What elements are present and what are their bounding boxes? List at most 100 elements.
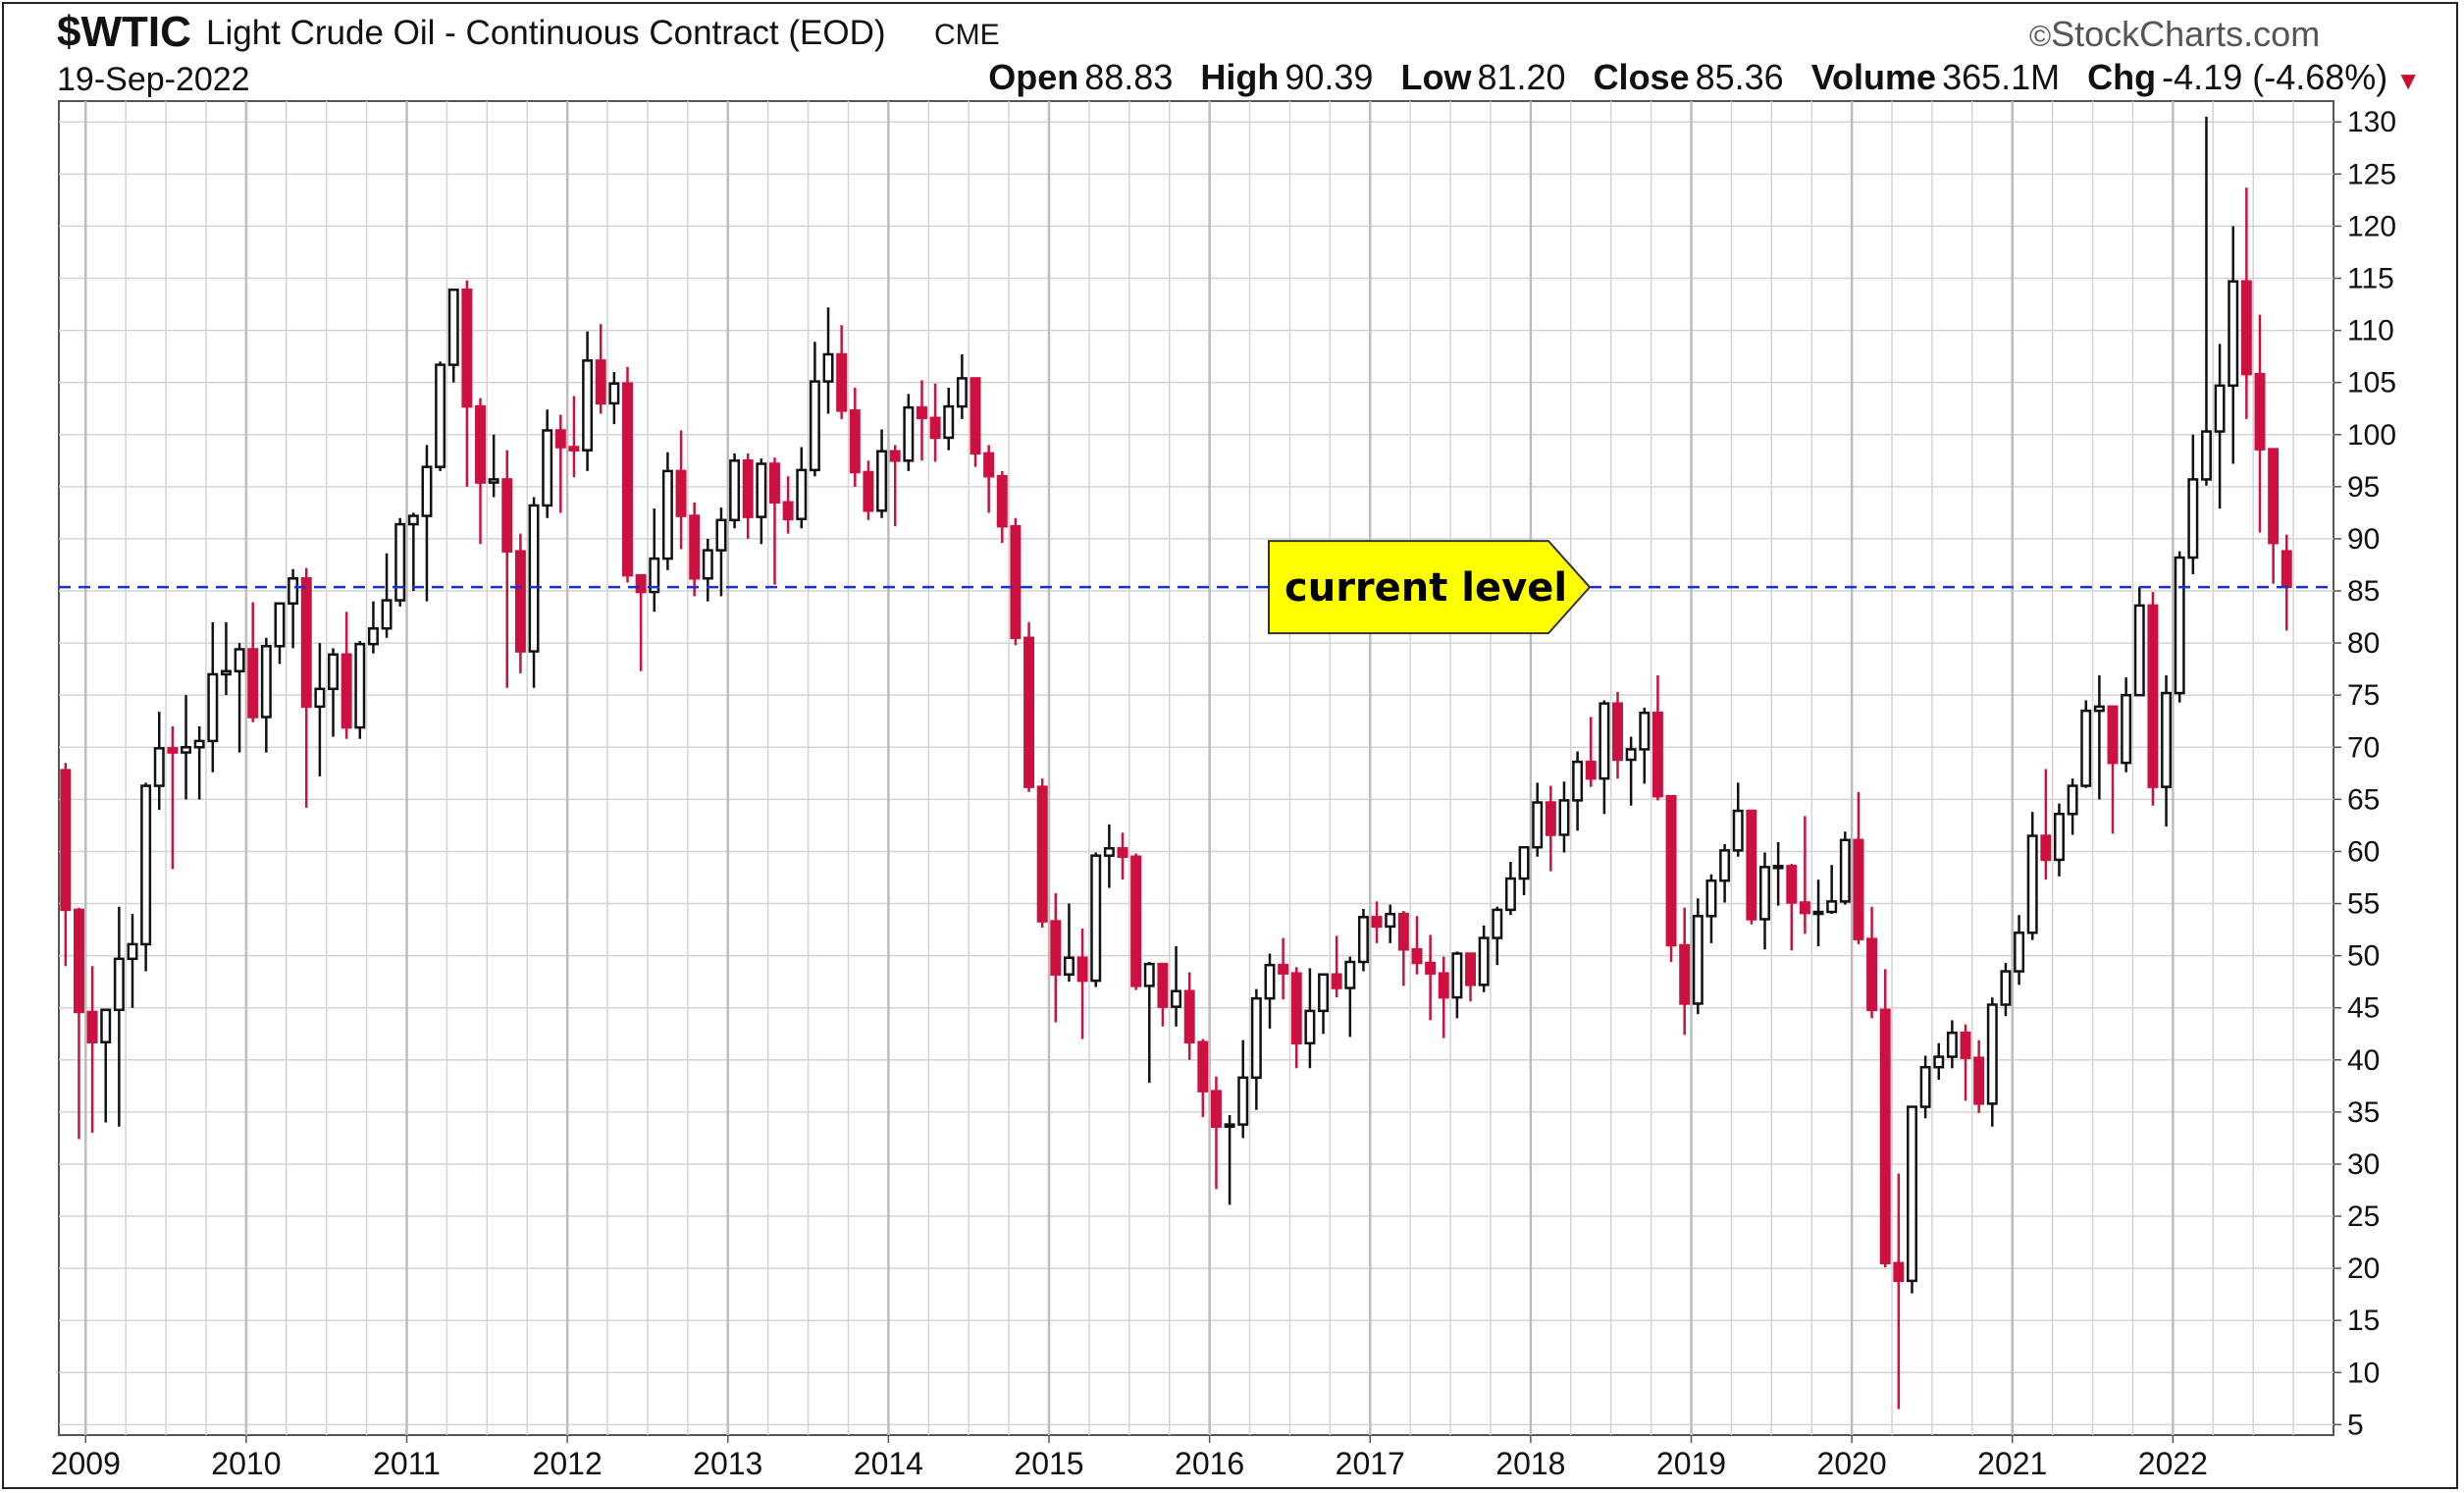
candle-body-up xyxy=(2228,280,2239,388)
callout-label: current level xyxy=(1284,565,1567,611)
candle-body-up xyxy=(822,352,834,383)
candle xyxy=(1504,862,1516,916)
candle-body-up xyxy=(1625,748,1637,762)
candle-body-up xyxy=(528,504,540,653)
candle xyxy=(1853,791,1864,944)
x-tick-label: 2018 xyxy=(1495,1446,1565,1481)
candle xyxy=(756,458,767,545)
candle-body-down xyxy=(501,478,513,553)
brand-logo[interactable]: ©StockCharts.com xyxy=(2029,14,2320,55)
open-label: Open xyxy=(988,57,1079,97)
candle-body-down xyxy=(2254,372,2266,451)
candle-body-up xyxy=(140,784,152,946)
candle-body-up xyxy=(2080,709,2092,787)
candle xyxy=(1250,988,1262,1110)
candle xyxy=(1103,824,1115,888)
y-tick-label: 125 xyxy=(2347,158,2396,190)
candle xyxy=(260,637,272,753)
candle xyxy=(1973,1040,1985,1113)
candle-body-down xyxy=(1438,972,1449,999)
candle xyxy=(608,372,620,425)
candle xyxy=(328,648,340,737)
y-tick-label: 115 xyxy=(2347,262,2394,294)
candle-body-up xyxy=(367,626,379,646)
candle xyxy=(153,712,165,810)
candle-body-up xyxy=(1304,1009,1316,1045)
candle xyxy=(2053,803,2065,877)
brand-name: StockCharts.com xyxy=(2051,14,2321,54)
candle-body-down xyxy=(1130,855,1142,987)
candle xyxy=(447,288,459,383)
y-tick-label: 120 xyxy=(2347,210,2396,242)
candle xyxy=(649,508,660,613)
x-axis: 2009 2010 2011 2012 2013 2014 2015 2016 2017 2018… xyxy=(51,1435,2208,1481)
x-tick-label: 2013 xyxy=(693,1446,762,1481)
candle xyxy=(1960,1024,1971,1101)
candle-body-up xyxy=(1946,1031,1958,1058)
candle-body-down xyxy=(996,474,1008,528)
y-tick-label: 70 xyxy=(2347,731,2380,764)
y-tick-label: 25 xyxy=(2347,1200,2380,1233)
candle xyxy=(1224,1115,1235,1205)
candle-body-down xyxy=(1585,760,1597,780)
candle-body-up xyxy=(2174,556,2185,695)
candle xyxy=(1344,956,1356,1038)
candle xyxy=(970,377,981,467)
candle-body-up xyxy=(876,450,888,512)
y-tick-label: 30 xyxy=(2347,1148,2380,1181)
candle-body-up xyxy=(1451,952,1463,999)
candle xyxy=(822,307,834,414)
candle-body-up xyxy=(702,549,713,580)
ohlc-stats: Open 88.83 High 90.39 Low 81.20 Close 85.36 … xyxy=(970,57,2421,98)
grid-lines xyxy=(59,101,2333,1435)
candle xyxy=(381,553,393,638)
candle xyxy=(2040,769,2052,880)
candle xyxy=(314,643,326,776)
candle xyxy=(742,453,754,539)
candle xyxy=(1478,925,1490,992)
candle xyxy=(595,324,606,414)
candle-body-up xyxy=(2161,691,2173,788)
candle xyxy=(1879,969,1891,1268)
candle-body-down xyxy=(689,514,701,580)
candle-body-up xyxy=(2121,693,2132,765)
candle-body-down xyxy=(1331,973,1342,989)
x-tick-label: 2016 xyxy=(1175,1446,1244,1481)
volume-value: 365.1M xyxy=(1942,57,2061,97)
candle-body-up xyxy=(1224,1123,1235,1128)
candle xyxy=(2000,963,2012,1017)
candle xyxy=(2014,915,2025,986)
candle-body-up xyxy=(207,672,219,743)
candle xyxy=(1558,781,1570,853)
candle xyxy=(1090,852,1102,987)
candle xyxy=(407,512,419,592)
high-value: 90.39 xyxy=(1284,57,1374,97)
close-value: 85.36 xyxy=(1695,57,1784,97)
candle-body-down xyxy=(1411,947,1423,965)
candle xyxy=(341,612,352,739)
candle xyxy=(1264,953,1276,1029)
candle xyxy=(622,366,633,583)
candle xyxy=(193,726,205,800)
y-tick-label: 130 xyxy=(2347,106,2396,138)
candle xyxy=(1933,1042,1945,1080)
candle xyxy=(689,502,701,597)
candle-body-down xyxy=(2147,604,2159,788)
candle xyxy=(514,533,526,673)
exchange-label: CME xyxy=(934,19,1000,51)
candle-body-up xyxy=(1986,1003,1998,1105)
candle-body-down xyxy=(1117,847,1128,858)
candle-body-up xyxy=(1826,900,1838,914)
candle-body-down xyxy=(889,450,901,462)
candle-body-up xyxy=(1344,960,1356,989)
candle-body-down xyxy=(769,462,780,505)
candle xyxy=(181,695,192,800)
candle-body-down xyxy=(1879,1008,1891,1265)
candle xyxy=(394,517,406,607)
candle-body-up xyxy=(394,522,406,602)
x-tick-label: 2019 xyxy=(1656,1446,1726,1481)
candle xyxy=(127,914,138,1008)
y-tick-label: 100 xyxy=(2347,419,2396,452)
candle xyxy=(1492,906,1503,966)
